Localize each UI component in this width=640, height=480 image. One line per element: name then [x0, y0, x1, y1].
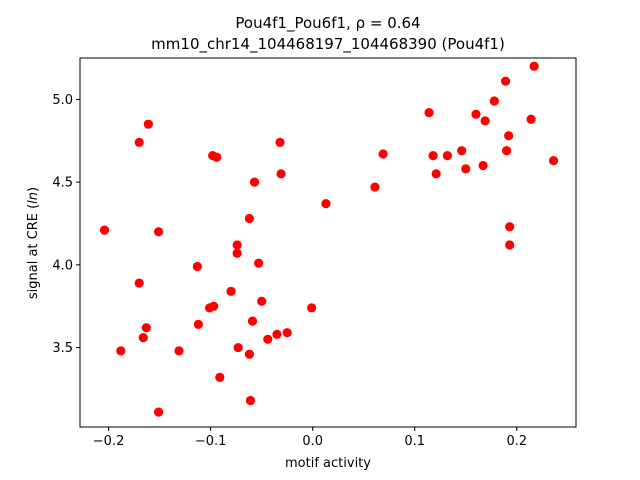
data-points [99, 61, 559, 417]
data-point-6 [143, 119, 153, 129]
data-point-28 [263, 334, 273, 344]
data-point-1 [116, 346, 126, 356]
chart-title-line-1: Pou4f1_Pou6f1, ρ = 0.64 [235, 14, 420, 33]
data-point-7 [153, 227, 164, 237]
y-tick-label: 5.0 [52, 93, 73, 108]
data-point-4 [138, 333, 148, 343]
plot-frame [79, 57, 577, 428]
data-point-31 [276, 169, 286, 179]
data-point-36 [378, 149, 388, 159]
data-point-45 [480, 116, 490, 126]
data-point-30 [275, 137, 285, 147]
y-tick-label: 3.5 [52, 341, 73, 356]
y-tick-label: 4.0 [52, 258, 73, 273]
x-tick-label: 0.0 [302, 434, 323, 449]
data-point-3 [134, 278, 144, 288]
x-tick-label: −0.1 [195, 434, 227, 449]
data-point-41 [457, 146, 467, 156]
data-point-35 [370, 182, 380, 192]
data-point-33 [307, 303, 317, 313]
data-point-20 [233, 342, 243, 353]
data-point-0 [99, 225, 110, 235]
y-tick-label: 4.5 [52, 176, 73, 191]
y-axis-label: signal at CRE (ln) [26, 187, 41, 299]
data-point-27 [257, 296, 267, 306]
data-point-16 [215, 372, 225, 382]
x-tick-label: 0.2 [506, 434, 527, 449]
data-point-53 [529, 61, 539, 71]
data-point-25 [249, 177, 260, 187]
data-point-46 [489, 96, 499, 106]
data-point-11 [193, 319, 203, 330]
data-point-50 [505, 222, 515, 232]
chart-title-line-2: mm10_chr14_104468197_104468390 (Pou4f1) [151, 35, 505, 54]
data-point-42 [461, 164, 471, 174]
data-point-49 [504, 131, 514, 141]
data-point-44 [478, 160, 488, 171]
data-point-38 [428, 151, 438, 161]
x-tick-label: 0.1 [404, 434, 425, 449]
data-point-54 [548, 155, 559, 166]
data-point-24 [247, 316, 258, 326]
data-point-21 [244, 213, 255, 224]
x-axis-label: motif activity [285, 456, 371, 471]
data-point-29 [272, 329, 282, 339]
data-point-32 [282, 328, 292, 338]
data-point-8 [153, 407, 164, 417]
y-axis-ticks: 3.5 4.0 4.5 5.0 [52, 93, 80, 356]
data-point-37 [424, 108, 434, 118]
y-axis-label-prefix: signal at CRE ( [26, 204, 41, 299]
data-point-22 [244, 349, 255, 359]
x-tick-label: −0.2 [93, 434, 125, 449]
data-point-5 [141, 323, 151, 333]
data-point-2 [134, 137, 144, 147]
data-point-40 [442, 151, 453, 161]
y-axis-label-italic: ln [26, 192, 41, 204]
data-point-19 [232, 248, 242, 258]
data-point-47 [500, 76, 511, 86]
data-point-17 [226, 286, 236, 296]
data-point-14 [209, 301, 219, 311]
data-point-15 [212, 152, 222, 162]
data-point-23 [245, 395, 256, 406]
data-point-39 [431, 169, 441, 179]
y-axis-label-suffix: ) [26, 187, 41, 192]
x-axis-ticks: −0.2 −0.1 0.0 0.1 0.2 [93, 427, 527, 449]
data-point-34 [321, 199, 331, 209]
data-point-26 [254, 258, 264, 268]
data-point-48 [502, 146, 512, 156]
data-point-18 [232, 240, 242, 250]
data-point-43 [471, 109, 481, 119]
data-point-51 [505, 240, 515, 250]
data-point-10 [192, 261, 202, 272]
data-point-9 [174, 346, 184, 356]
data-point-52 [526, 114, 536, 124]
